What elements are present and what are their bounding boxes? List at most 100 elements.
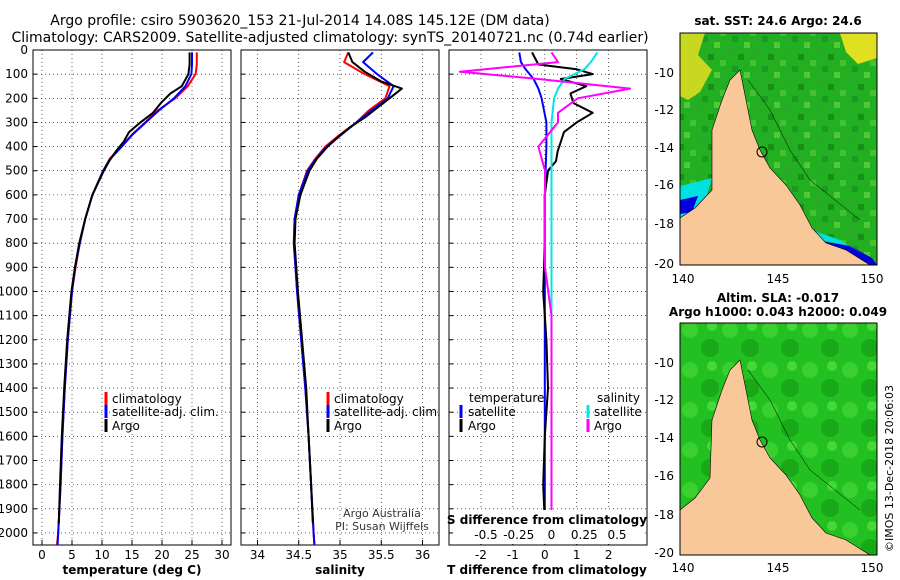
s-diff-tick-label: -0.5 bbox=[474, 528, 497, 542]
temperature-series bbox=[56, 52, 198, 546]
depth-tick-label: 200 bbox=[5, 91, 28, 105]
sst-warm-patch-ne bbox=[840, 33, 877, 64]
legend-label-s-argo: Argo bbox=[594, 419, 622, 433]
sla-lat-label: -20 bbox=[654, 546, 674, 560]
series-line-satellite-adj-clim- bbox=[56, 52, 193, 546]
series-line-climatology bbox=[292, 52, 391, 546]
depth-tick-label: 1100 bbox=[0, 309, 28, 323]
x-tick-label: -1 bbox=[507, 548, 519, 562]
depth-tick-label: 1800 bbox=[0, 478, 28, 492]
title-line-2: Climatology: CARS2009. Satellite-adjuste… bbox=[11, 30, 648, 46]
legend-label-climatology: climatology bbox=[112, 392, 182, 406]
depth-tick-label: 1900 bbox=[0, 502, 28, 516]
difference-grid bbox=[449, 49, 647, 545]
depth-tick-label: 700 bbox=[5, 212, 28, 226]
x-tick-label: 34 bbox=[250, 548, 265, 562]
sla-map-title-2: Argo h1000: 0.043 h2000: 0.049 bbox=[669, 305, 887, 319]
t-difference-tick-labels: -2 -1 0 1 2 bbox=[475, 548, 613, 562]
sst-argo-marker bbox=[756, 146, 768, 158]
depth-tick-label: 800 bbox=[5, 236, 28, 250]
sst-lat-label: -20 bbox=[654, 257, 674, 271]
x-tick-label: 25 bbox=[184, 548, 199, 562]
depth-tick-label: 500 bbox=[5, 164, 28, 178]
imos-credit: ©IMOS 13-Dec-2018 20:06:03 bbox=[883, 385, 896, 552]
sst-warm-patch bbox=[680, 33, 712, 100]
difference-axes-frame bbox=[448, 49, 648, 546]
sst-lat-label: -18 bbox=[654, 217, 674, 231]
title-line-1: Argo profile: csiro 5903620_153 21-Jul-2… bbox=[50, 13, 549, 29]
series-line-s-argo bbox=[458, 51, 632, 533]
temperature-tick-labels: 0 5 10 15 20 25 30 bbox=[38, 548, 229, 562]
sla-australia-land bbox=[679, 359, 872, 556]
legend-label-satellite: satellite-adj. clim. bbox=[334, 405, 441, 419]
depth-tick-label: 1500 bbox=[0, 405, 28, 419]
depth-tick-label: 100 bbox=[5, 67, 28, 81]
depth-tick-label: 1200 bbox=[0, 333, 28, 347]
sst-lon-label: 150 bbox=[861, 272, 884, 286]
sst-map-title: sat. SST: 24.6 Argo: 24.6 bbox=[694, 14, 861, 28]
depth-tick-label: 600 bbox=[5, 188, 28, 202]
salinity-axis-label: salinity bbox=[315, 563, 365, 577]
sla-lon-label: 145 bbox=[767, 561, 790, 575]
x-tick-label: 30 bbox=[214, 548, 229, 562]
depth-tick-label: 300 bbox=[5, 115, 28, 129]
series-line-t-satellite bbox=[518, 52, 548, 533]
sst-lat-label: -16 bbox=[654, 178, 674, 192]
temperature-grid bbox=[33, 49, 231, 545]
series-line-argo bbox=[293, 52, 403, 524]
depth-tick-label: 900 bbox=[5, 260, 28, 274]
x-tick-label: -2 bbox=[475, 548, 487, 562]
legend-title-temperature: temperature bbox=[469, 391, 544, 405]
salinity-panel: 34 34.5 35 35.5 36 salinity climatology sate… bbox=[240, 49, 441, 577]
t-difference-axis-label: T difference from climatology bbox=[447, 563, 647, 577]
sla-lat-label: -18 bbox=[654, 508, 674, 522]
depth-tick-label: 1400 bbox=[0, 381, 28, 395]
sst-australia-land bbox=[679, 69, 872, 266]
depth-tick-label: 1000 bbox=[0, 284, 28, 298]
x-tick-label: 5 bbox=[68, 548, 76, 562]
series-line-satellite-adj-clim- bbox=[292, 51, 395, 546]
s-difference-tick-labels: -0.5 -0.25 0 0.25 0.5 bbox=[474, 528, 626, 542]
sst-lon-label: 140 bbox=[672, 272, 695, 286]
s-difference-label-box bbox=[453, 510, 643, 544]
sst-map: sat. SST: 24.6 Argo: 24.6 -10 -12 -14 -1… bbox=[654, 14, 883, 286]
credit-argo-australia: Argo Australia bbox=[343, 507, 421, 520]
x-tick-label: 0 bbox=[541, 548, 549, 562]
sla-map-frame bbox=[679, 322, 878, 556]
temperature-axis-label: temperature (deg C) bbox=[63, 563, 202, 577]
depth-tick-label: 400 bbox=[5, 140, 28, 154]
legend-label-argo: Argo bbox=[334, 419, 362, 433]
sla-lat-label: -10 bbox=[654, 356, 674, 370]
s-diff-tick-label: 0 bbox=[548, 528, 556, 542]
x-tick-label: 15 bbox=[124, 548, 139, 562]
sla-lat-label: -16 bbox=[654, 469, 674, 483]
sst-lat-label: -14 bbox=[654, 141, 674, 155]
sla-map: Altim. SLA: -0.017 Argo h1000: 0.043 h20… bbox=[654, 291, 887, 575]
sst-lat-label: -12 bbox=[654, 103, 674, 117]
sst-cold-patch bbox=[680, 196, 698, 214]
x-tick-label: 36 bbox=[415, 548, 430, 562]
depth-tick-label: 1700 bbox=[0, 453, 28, 467]
legend-label-argo: Argo bbox=[112, 419, 140, 433]
sla-argo-marker bbox=[756, 436, 768, 448]
series-line-argo bbox=[57, 52, 191, 524]
depth-tick-label: 1300 bbox=[0, 357, 28, 371]
difference-panel: -2 -1 0 1 2 T difference from climatology S … bbox=[447, 49, 648, 577]
temperature-panel: 0100200300400500600700800900100011001200… bbox=[0, 43, 232, 577]
credit-pi: PI: Susan Wijffels bbox=[335, 520, 429, 533]
sst-reef-contour bbox=[747, 79, 861, 221]
legend-label-t-satellite: satellite bbox=[468, 405, 516, 419]
sla-lat-label: -14 bbox=[654, 431, 674, 445]
legend-label-satellite: satellite-adj. clim. bbox=[112, 405, 219, 419]
legend-label-t-argo: Argo bbox=[468, 419, 496, 433]
temperature-legend: climatology satellite-adj. clim. Argo bbox=[104, 392, 219, 433]
depth-tick-label: 1600 bbox=[0, 429, 28, 443]
sst-lon-label: 145 bbox=[767, 272, 790, 286]
x-tick-label: 20 bbox=[154, 548, 169, 562]
x-tick-label: 10 bbox=[94, 548, 109, 562]
sst-lat-label: -10 bbox=[654, 66, 674, 80]
series-line-climatology bbox=[56, 52, 198, 546]
legend-label-s-satellite: satellite bbox=[594, 405, 642, 419]
depth-tick-labels: 0 100 200 300 400 500 600 700 800 900 1000 1100 1200… bbox=[0, 43, 28, 540]
salinity-grid bbox=[241, 49, 439, 545]
